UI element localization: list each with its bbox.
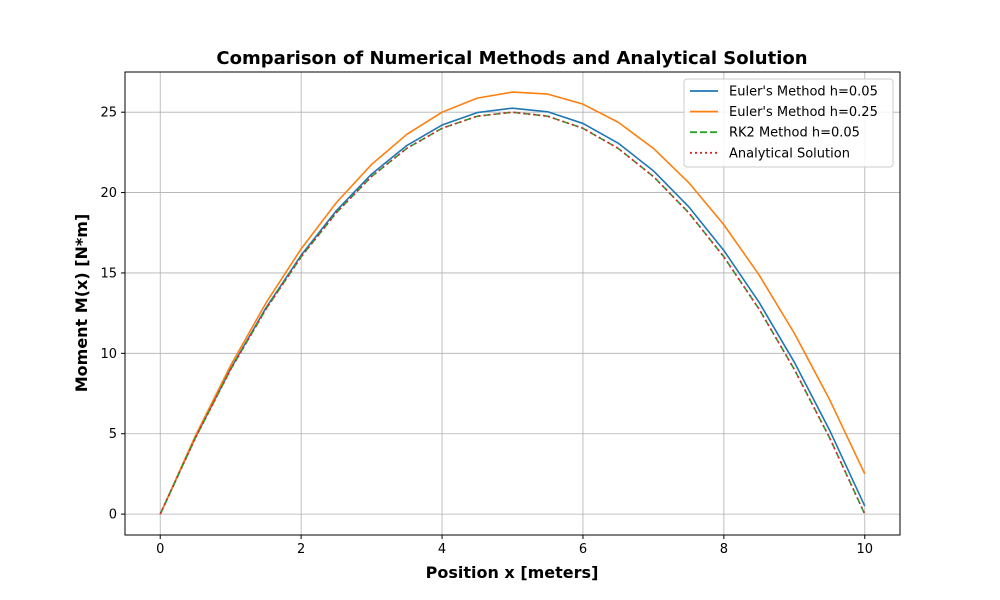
x-tick-label: 0 — [156, 542, 164, 557]
legend-label-euler-s-method-h-0-25: Euler's Method h=0.25 — [729, 105, 878, 120]
series-layer — [159, 91, 866, 515]
legend-label-rk2-method-h-0-05: RK2 Method h=0.05 — [729, 126, 860, 141]
legend-box — [683, 78, 894, 168]
x-tick-label: 8 — [720, 542, 728, 557]
x-tick-label: 4 — [438, 542, 446, 557]
legend: Euler's Method h=0.05 Euler's Method h=0.… — [683, 78, 894, 168]
y-tick-label: 20 — [100, 186, 117, 201]
legend-entries: Euler's Method h=0.05 Euler's Method h=0.… — [690, 85, 878, 161]
y-tick-label: 15 — [100, 266, 117, 281]
y-tick-label: 0 — [109, 508, 117, 523]
legend-label-analytical-solution: Analytical Solution — [729, 146, 850, 161]
y-tick-label: 5 — [109, 427, 117, 442]
y-axis-title: Moment M(x) [N*m] — [72, 214, 91, 393]
x-tick-label: 6 — [579, 542, 587, 557]
axis-ticks: 0 2 4 6 8 10 0 5 10 15 20 25 — [100, 106, 873, 557]
plot-frame — [124, 71, 901, 536]
series-line-analytical-solution — [159, 111, 866, 515]
x-tick-label: 10 — [856, 542, 873, 557]
series-line-euler-s-method-h-0-25 — [159, 91, 866, 515]
x-axis-title: Position x [meters] — [426, 563, 599, 582]
y-tick-label: 25 — [100, 106, 117, 121]
y-tick-label: 10 — [100, 347, 117, 362]
chart-title: Comparison of Numerical Methods and Anal… — [216, 48, 807, 69]
x-tick-label: 2 — [297, 542, 305, 557]
legend-label-euler-s-method-h-0-05: Euler's Method h=0.05 — [729, 85, 878, 100]
